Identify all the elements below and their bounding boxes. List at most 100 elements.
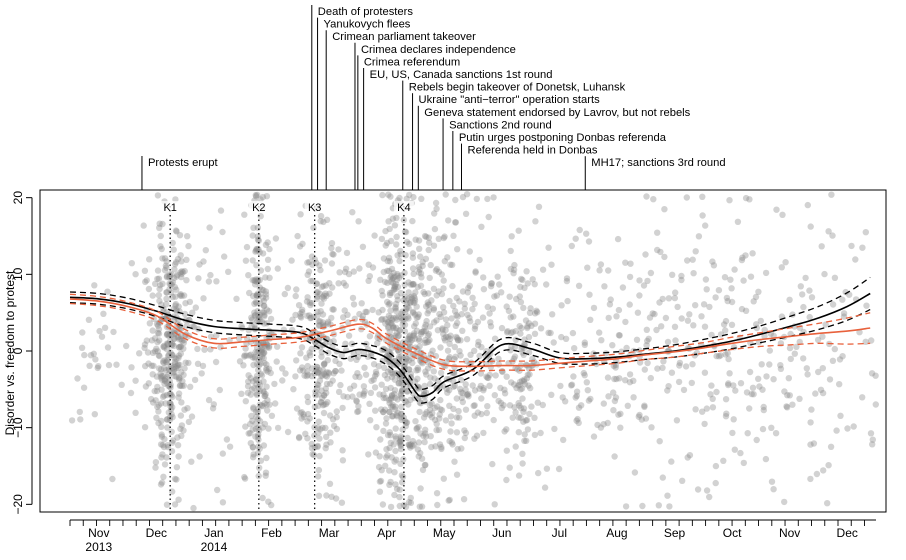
data-point — [448, 420, 455, 427]
data-point — [442, 191, 449, 198]
data-point — [503, 426, 510, 433]
data-point — [173, 228, 180, 235]
data-point — [157, 282, 164, 289]
data-point — [369, 306, 376, 314]
data-point — [260, 309, 268, 316]
data-point — [480, 387, 487, 394]
data-point — [753, 436, 760, 444]
data-point — [537, 429, 544, 437]
data-point — [737, 449, 744, 457]
data-point — [410, 292, 418, 300]
data-point — [444, 389, 451, 396]
data-point — [480, 385, 487, 392]
data-point — [515, 414, 522, 421]
data-point — [85, 316, 93, 323]
event-label: Death of protesters — [318, 6, 414, 18]
data-point — [449, 370, 456, 377]
data-point — [392, 307, 400, 315]
data-point — [438, 444, 445, 451]
data-point — [428, 297, 435, 304]
data-point — [284, 428, 292, 436]
data-point — [627, 260, 634, 267]
data-point — [290, 386, 297, 393]
data-point — [426, 336, 433, 344]
data-point — [304, 368, 311, 375]
data-point — [824, 500, 831, 507]
data-point — [392, 394, 399, 401]
data-point — [398, 403, 405, 410]
data-point — [863, 302, 870, 309]
data-point — [96, 327, 103, 335]
data-point — [396, 257, 403, 265]
data-point — [750, 391, 757, 398]
data-point — [447, 332, 454, 339]
data-point — [433, 292, 440, 299]
data-point — [655, 502, 662, 509]
data-point — [872, 372, 879, 379]
data-point — [491, 501, 498, 508]
data-point — [396, 375, 404, 382]
data-point — [185, 418, 193, 426]
data-point — [355, 218, 362, 225]
data-point — [315, 429, 322, 436]
data-point — [511, 381, 518, 388]
data-point — [465, 284, 472, 292]
data-point — [447, 261, 454, 268]
data-point — [520, 405, 528, 412]
data-point — [251, 309, 258, 316]
data-point — [242, 398, 249, 405]
data-point — [328, 260, 336, 267]
data-point — [253, 413, 260, 421]
data-point — [416, 408, 423, 416]
data-point — [241, 352, 248, 359]
data-point — [163, 346, 171, 353]
data-point — [562, 335, 570, 342]
data-point — [171, 266, 178, 273]
data-point — [521, 376, 528, 383]
event-label: Yanukovych flees — [324, 19, 411, 31]
data-point — [160, 365, 168, 372]
data-point — [435, 235, 442, 242]
data-point — [521, 381, 529, 388]
data-point — [422, 255, 430, 262]
data-point — [271, 380, 278, 388]
data-point — [682, 363, 690, 370]
data-point — [453, 311, 460, 319]
data-point — [161, 342, 168, 349]
data-point — [395, 380, 402, 387]
data-point — [454, 445, 461, 453]
data-point — [391, 222, 399, 229]
data-point — [247, 430, 254, 437]
data-point — [622, 503, 630, 510]
data-point — [831, 345, 838, 353]
data-point — [307, 301, 314, 309]
data-point — [447, 413, 455, 420]
k-label: K2 — [252, 202, 265, 214]
data-point — [329, 416, 337, 423]
data-point — [179, 337, 186, 344]
data-point — [329, 306, 336, 313]
data-point — [345, 332, 353, 339]
data-point — [393, 276, 401, 283]
data-point — [403, 419, 410, 426]
data-point — [506, 293, 513, 300]
data-point — [163, 289, 170, 296]
data-point — [372, 407, 379, 414]
data-point — [250, 292, 257, 300]
data-point — [787, 355, 794, 363]
data-point — [373, 424, 380, 431]
data-point — [166, 366, 173, 374]
data-point — [158, 479, 166, 486]
data-point — [498, 289, 505, 296]
y-tick-label: −10 — [11, 417, 25, 438]
data-point — [330, 338, 337, 345]
data-point — [819, 365, 826, 372]
data-point — [453, 294, 460, 302]
data-point — [403, 355, 410, 363]
data-point — [316, 318, 324, 325]
data-point — [180, 382, 187, 389]
data-point — [524, 280, 531, 287]
data-point — [611, 397, 619, 405]
data-point — [299, 306, 306, 313]
data-point — [387, 341, 394, 348]
